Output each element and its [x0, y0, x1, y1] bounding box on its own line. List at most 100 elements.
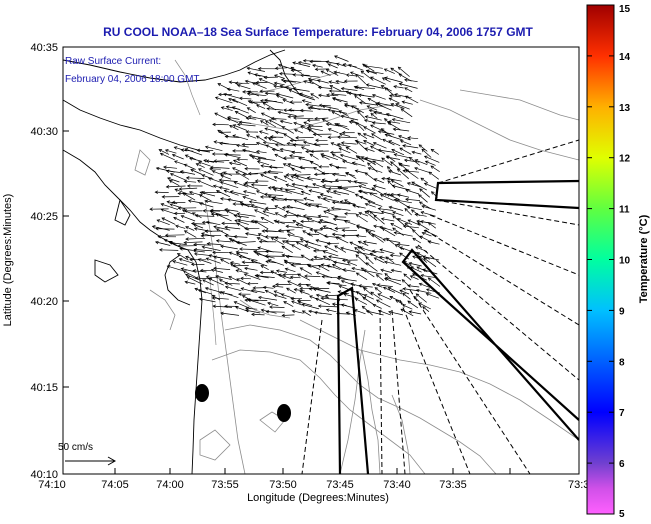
current-vector: [268, 172, 283, 173]
current-vector: [206, 147, 223, 151]
current-vector: [322, 173, 339, 174]
current-vector: [238, 124, 256, 126]
current-vector: [239, 256, 257, 260]
current-vector: [335, 228, 349, 229]
current-vector: [282, 315, 294, 316]
current-vector: [252, 185, 268, 186]
current-vector: [406, 170, 419, 179]
y-tick-label: 40:10: [30, 469, 58, 481]
current-vector: [355, 299, 367, 305]
current-vector: [361, 71, 373, 80]
current-vector: [364, 288, 373, 296]
current-vector: [272, 200, 285, 201]
current-vector: [259, 297, 277, 300]
current-vector: [237, 159, 248, 160]
current-vector: [234, 237, 247, 238]
current-vector: [153, 226, 170, 230]
y-axis-label: Latitude (Degrees:Minutes): [2, 194, 14, 327]
current-vector: [405, 96, 418, 103]
current-vector: [226, 287, 242, 291]
current-vector: [255, 210, 269, 216]
current-vector: [171, 174, 187, 181]
current-vector: [201, 235, 221, 236]
current-vector: [356, 255, 367, 265]
colorbar-label: Temperature (°C): [638, 214, 650, 303]
x-tick-labels: 74:10 74:05 74:00 73:55 73:50 73:45 73:4…: [38, 479, 589, 491]
current-vector: [341, 116, 358, 120]
y-tick-label: 40:30: [30, 126, 58, 138]
colorbar-tick-label: 11: [619, 205, 630, 216]
current-vector: [290, 140, 305, 141]
current-vector: [161, 209, 176, 214]
current-vector: [222, 292, 239, 298]
current-vector: [186, 238, 205, 239]
current-vector: [185, 231, 197, 238]
current-vector: [250, 202, 267, 205]
current-vector: [278, 112, 296, 116]
y-tick-label: 40:35: [30, 42, 58, 54]
current-vector: [368, 201, 382, 206]
current-vector: [372, 134, 382, 140]
current-vector: [275, 238, 286, 239]
y-tick-label: 40:15: [30, 382, 58, 394]
y-tick-label: 40:25: [30, 211, 58, 223]
current-vector: [258, 158, 275, 160]
current-vector: [219, 180, 238, 182]
current-vector: [162, 218, 175, 224]
current-vector: [367, 211, 383, 214]
current-vector: [288, 164, 305, 169]
current-vector: [217, 229, 229, 235]
current-vector: [385, 88, 394, 96]
current-vector: [294, 118, 314, 119]
x-tick-label: 73:3: [568, 479, 589, 491]
current-vector: [233, 107, 249, 113]
current-vector: [351, 120, 364, 126]
current-vector: [403, 293, 411, 299]
current-vector: [415, 160, 427, 165]
current-vector: [395, 94, 412, 97]
current-vector: [249, 116, 266, 120]
current-vector: [277, 94, 294, 98]
current-vector: [184, 164, 195, 169]
current-vector: [271, 238, 283, 245]
current-vector: [215, 113, 229, 120]
current-vector: [300, 268, 312, 275]
current-vector: [408, 301, 418, 308]
x-tick-label: 73:45: [326, 479, 354, 491]
current-vector: [313, 184, 330, 190]
current-vector: [294, 175, 311, 176]
current-vector: [336, 168, 346, 169]
current-vector: [298, 274, 310, 280]
current-vector: [306, 241, 322, 246]
current-vector: [184, 242, 202, 243]
current-vector: [266, 251, 283, 252]
current-vector: [385, 78, 403, 83]
current-vector: [431, 166, 440, 172]
current-vector: [311, 259, 323, 260]
x-tick-label: 73:40: [383, 479, 411, 491]
current-vector: [357, 252, 376, 256]
offshore-marker: [277, 404, 291, 422]
x-tick-label: 73:35: [439, 479, 467, 491]
current-vector: [253, 83, 267, 89]
current-vector: [187, 178, 205, 179]
current-vector: [330, 91, 348, 92]
current-vector: [365, 116, 381, 120]
current-vector: [368, 168, 382, 173]
surface-current-vectors: [150, 56, 440, 317]
colorbar-tick-label: 6: [619, 459, 625, 470]
colorbar-tick-label: 12: [619, 154, 631, 165]
colorbar-tick-label: 15: [619, 4, 631, 15]
current-vector: [261, 175, 277, 182]
map-plot-area: [63, 50, 579, 474]
current-vector: [266, 312, 285, 313]
figure-title: RU COOL NOAA–18 Sea Surface Temperature:…: [103, 25, 533, 39]
current-vector: [270, 307, 285, 308]
current-vector: [323, 251, 338, 256]
current-vector: [198, 290, 212, 294]
current-vector: [179, 188, 197, 189]
current-vector: [282, 246, 293, 253]
current-vector: [315, 118, 328, 119]
